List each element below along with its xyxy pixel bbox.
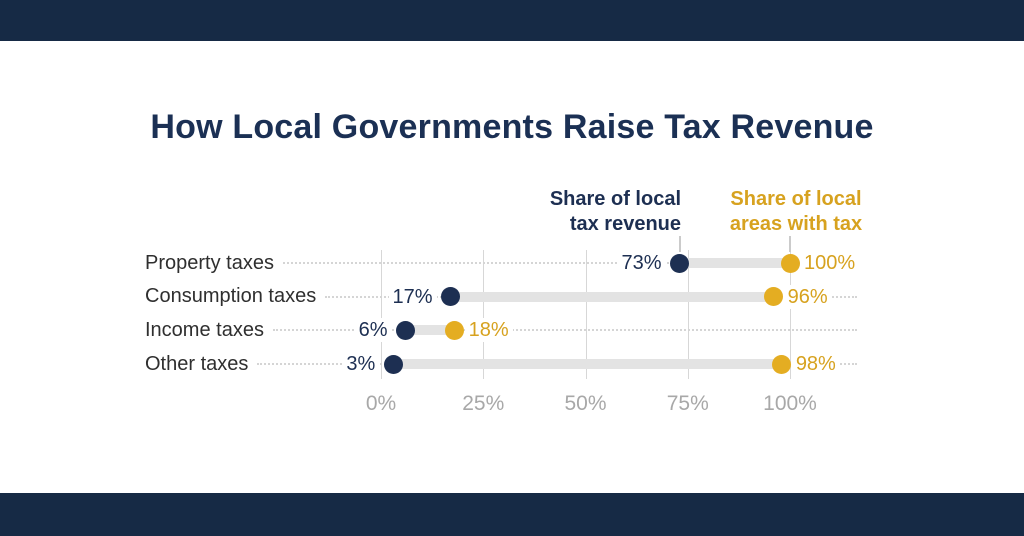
category-label: Consumption taxes <box>145 285 317 308</box>
dot-tax-revenue <box>670 253 690 273</box>
value-label-areas-with-tax: 18% <box>464 318 513 343</box>
dotted-leader-line <box>282 262 857 264</box>
dot-areas-with-tax <box>445 320 465 340</box>
gridline-75% <box>687 250 689 379</box>
bottom-border-band <box>0 493 1024 536</box>
dot-areas-with-tax <box>780 253 800 273</box>
legend-areas-line1: Share of local <box>730 188 862 210</box>
dot-tax-revenue <box>441 287 461 307</box>
dot-areas-with-tax <box>764 287 784 307</box>
category-label: Other taxes <box>145 352 249 375</box>
x-axis-tick-75%: 75% <box>666 392 709 415</box>
dot-tax-revenue <box>396 320 416 340</box>
dumbbell-chart: 0% 25% 50% 75% 100% Property taxes 73% 100% Cons… <box>145 246 867 426</box>
category-label: Property taxes <box>145 251 274 274</box>
gridline-50% <box>585 250 587 379</box>
x-axis-tick-0%: 0% <box>365 392 397 415</box>
value-label-areas-with-tax: 98% <box>791 352 840 377</box>
chart-row-income-taxes: Income taxes 6% 18% <box>145 313 857 347</box>
chart-row-property-taxes: Property taxes 73% 100% <box>145 246 860 280</box>
connector-bar <box>679 258 790 268</box>
top-border-band <box>0 0 1024 41</box>
legend-pointer-areas-with-tax <box>789 236 791 252</box>
connector-bar <box>405 325 455 336</box>
chart-row-other-taxes: Other taxes 3% 98% <box>145 347 857 381</box>
value-label-tax-revenue: 17% <box>388 284 437 309</box>
chart-row-consumption-taxes: Consumption taxes 17% 96% <box>145 280 857 314</box>
legend-revenue-line2: tax revenue <box>569 213 681 235</box>
x-axis-tick-100%: 100% <box>763 392 817 415</box>
value-label-tax-revenue: 3% <box>342 352 380 377</box>
connector-bar <box>450 291 774 302</box>
legend-areas-line2: areas with tax <box>729 213 863 235</box>
legend-share-of-areas-with-tax: Share of local areas with tax <box>726 187 866 237</box>
value-label-tax-revenue: 73% <box>617 251 666 275</box>
dot-tax-revenue <box>383 354 403 374</box>
x-axis-tick-50%: 50% <box>564 392 607 415</box>
value-label-areas-with-tax: 100% <box>800 251 860 275</box>
gridline-100% <box>790 250 791 379</box>
legend-pointer-tax-revenue <box>678 236 681 252</box>
dot-areas-with-tax <box>772 354 792 374</box>
category-label: Income taxes <box>145 318 264 341</box>
value-label-areas-with-tax: 96% <box>783 284 832 309</box>
x-axis-tick-25%: 25% <box>462 392 505 415</box>
chart-title: How Local Governments Raise Tax Revenue <box>150 108 874 146</box>
value-label-tax-revenue: 6% <box>354 318 392 343</box>
legend-share-of-tax-revenue: Share of local tax revenue <box>550 187 681 237</box>
gridline-25% <box>483 250 485 379</box>
dotted-leader-line <box>272 329 857 332</box>
connector-bar <box>393 359 782 370</box>
gridline-0% <box>381 250 382 379</box>
legend-revenue-line1: Share of local <box>549 188 681 210</box>
